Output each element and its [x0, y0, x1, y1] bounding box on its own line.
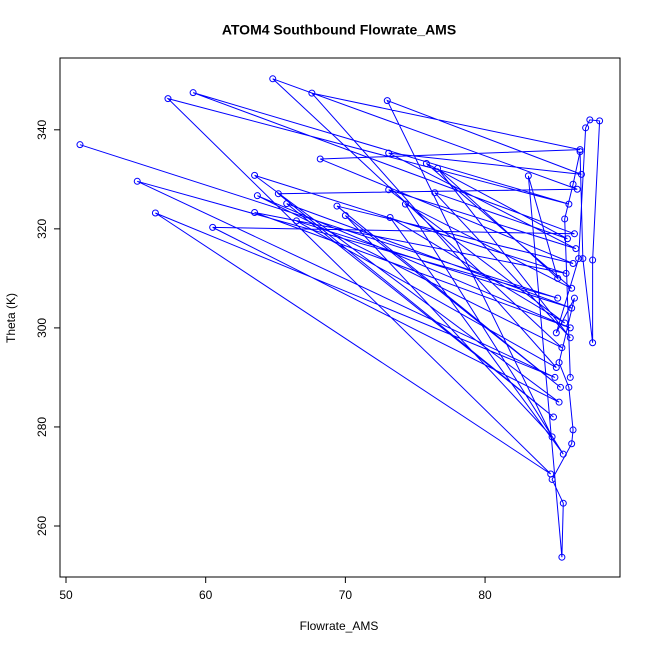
data-point	[568, 284, 576, 292]
data-point	[566, 373, 574, 381]
data-point	[251, 171, 259, 179]
data-point	[292, 217, 300, 225]
data-point	[582, 124, 590, 132]
x-tick-label: 50	[59, 588, 73, 602]
data-line	[79, 78, 601, 558]
data-point	[565, 383, 573, 391]
data-point	[385, 149, 393, 157]
data-point	[577, 170, 585, 178]
y-tick-label: 340	[35, 119, 49, 139]
data-point	[383, 97, 391, 105]
data-point	[575, 255, 583, 263]
data-point	[554, 274, 562, 282]
data-point	[565, 200, 573, 208]
data-point	[386, 213, 394, 221]
data-point	[569, 426, 577, 434]
x-axis-label: Flowrate_AMS	[300, 619, 379, 633]
y-tick-label: 320	[35, 219, 49, 239]
data-point	[283, 200, 291, 208]
x-tick-label: 70	[339, 588, 353, 602]
y-tick-label: 260	[35, 516, 49, 536]
data-point	[559, 499, 567, 507]
data-point	[561, 319, 569, 327]
data-point	[151, 209, 159, 217]
data-point	[551, 373, 559, 381]
data-point	[548, 475, 556, 483]
x-tick-label: 60	[199, 588, 213, 602]
data-point	[251, 209, 259, 217]
data-point	[556, 383, 564, 391]
data-point	[316, 155, 324, 163]
data-point	[555, 398, 563, 406]
data-point	[570, 294, 578, 302]
data-point	[559, 450, 567, 458]
data-point	[133, 177, 141, 185]
data-point	[589, 339, 597, 347]
data-point	[555, 359, 563, 367]
data-point	[401, 200, 409, 208]
data-point	[434, 164, 442, 172]
data-point	[576, 148, 584, 156]
data-point	[570, 230, 578, 238]
data-point	[550, 413, 558, 421]
data-point	[431, 189, 439, 197]
data-point	[524, 172, 532, 180]
data-point	[341, 211, 349, 219]
data-point	[558, 344, 566, 352]
data-point	[586, 116, 594, 124]
data-point	[385, 186, 393, 194]
data-point	[566, 324, 574, 332]
data-point	[569, 260, 577, 268]
data-point	[566, 334, 574, 342]
data-point	[548, 433, 556, 441]
data-point	[589, 256, 597, 264]
data-point	[308, 89, 316, 97]
data-point	[558, 553, 566, 561]
data-point	[554, 294, 562, 302]
data-point	[189, 89, 197, 97]
data-point	[164, 95, 172, 103]
data-point	[422, 159, 430, 167]
data-point	[274, 190, 282, 198]
data-point	[568, 440, 576, 448]
data-point	[269, 75, 277, 83]
data-point	[76, 141, 84, 149]
data-point	[569, 180, 577, 188]
data-point	[209, 223, 217, 231]
data-point	[561, 215, 569, 223]
data-point	[333, 202, 341, 210]
data-point	[253, 192, 261, 200]
y-tick-label: 280	[35, 417, 49, 437]
y-tick-label: 300	[35, 318, 49, 338]
x-tick-label: 80	[478, 588, 492, 602]
data-point	[573, 185, 581, 193]
y-axis-label: Theta (K)	[4, 293, 18, 343]
data-point	[568, 304, 576, 312]
data-point	[596, 117, 604, 125]
plot-frame	[59, 57, 621, 578]
data-point	[563, 235, 571, 243]
data-point	[552, 329, 560, 337]
data-point	[579, 255, 587, 263]
chart-title: ATOM4 Southbound Flowrate_AMS	[222, 22, 456, 38]
data-point	[572, 245, 580, 253]
data-point	[562, 269, 570, 277]
data-point	[576, 146, 584, 154]
